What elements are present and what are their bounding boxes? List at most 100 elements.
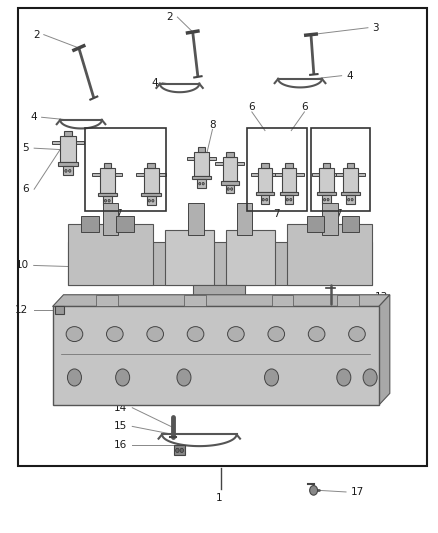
Text: 15: 15 xyxy=(114,422,127,431)
Circle shape xyxy=(227,188,229,190)
Circle shape xyxy=(266,198,268,201)
Bar xyxy=(147,196,155,205)
Bar xyxy=(336,173,343,175)
Bar xyxy=(198,147,205,152)
Bar xyxy=(76,141,84,144)
Circle shape xyxy=(348,198,350,201)
Bar xyxy=(346,196,355,204)
Text: 4: 4 xyxy=(151,78,158,87)
Polygon shape xyxy=(53,295,390,306)
Ellipse shape xyxy=(187,327,204,342)
Bar xyxy=(347,163,354,168)
Bar xyxy=(174,445,185,455)
Bar xyxy=(96,295,118,306)
Bar xyxy=(337,295,359,306)
Bar xyxy=(103,196,112,205)
Bar xyxy=(81,216,99,232)
Bar xyxy=(237,162,244,165)
Bar xyxy=(57,162,78,166)
Bar xyxy=(307,216,324,232)
Ellipse shape xyxy=(228,327,244,342)
Bar xyxy=(92,173,100,176)
Bar xyxy=(192,176,211,180)
Bar xyxy=(103,163,111,168)
Bar xyxy=(144,168,159,192)
Bar xyxy=(334,173,341,175)
Text: 14: 14 xyxy=(114,403,127,413)
Bar xyxy=(165,230,214,285)
Polygon shape xyxy=(379,295,390,405)
Circle shape xyxy=(327,198,329,201)
Bar xyxy=(209,157,216,159)
Ellipse shape xyxy=(268,327,285,342)
Text: 16: 16 xyxy=(114,440,127,450)
Bar xyxy=(287,224,372,285)
Bar xyxy=(159,173,166,176)
Circle shape xyxy=(199,182,201,185)
Bar xyxy=(215,162,223,165)
Bar xyxy=(286,163,293,168)
Circle shape xyxy=(286,198,288,201)
Text: 8: 8 xyxy=(209,120,216,130)
Bar xyxy=(187,157,194,159)
Text: 6: 6 xyxy=(22,184,28,194)
Circle shape xyxy=(363,369,377,386)
Circle shape xyxy=(337,369,351,386)
Bar xyxy=(100,168,115,192)
Bar xyxy=(312,173,319,175)
Ellipse shape xyxy=(106,327,123,342)
Bar xyxy=(280,192,298,196)
Bar xyxy=(323,163,330,168)
Bar xyxy=(247,128,307,211)
Bar xyxy=(136,173,144,176)
Bar xyxy=(285,196,293,204)
Circle shape xyxy=(290,198,292,201)
Bar xyxy=(311,128,370,211)
Bar xyxy=(188,203,204,235)
Circle shape xyxy=(324,198,325,201)
Text: 3: 3 xyxy=(372,23,379,33)
Text: 1: 1 xyxy=(215,494,223,503)
Circle shape xyxy=(108,199,110,202)
Text: 6: 6 xyxy=(301,102,308,111)
Circle shape xyxy=(231,188,233,190)
Bar xyxy=(116,216,134,232)
Text: 11: 11 xyxy=(112,225,125,235)
Bar xyxy=(317,192,336,196)
Bar xyxy=(226,152,233,157)
Bar xyxy=(221,181,239,185)
Bar xyxy=(55,306,64,314)
Ellipse shape xyxy=(349,327,365,342)
Text: 2: 2 xyxy=(166,12,173,22)
Bar xyxy=(141,192,161,196)
Bar xyxy=(68,224,153,285)
Text: 2: 2 xyxy=(33,30,39,39)
Bar xyxy=(275,173,282,175)
Bar xyxy=(60,136,76,162)
Bar xyxy=(102,203,118,235)
Bar xyxy=(85,128,166,211)
Circle shape xyxy=(104,199,106,202)
Text: 6: 6 xyxy=(248,102,255,111)
Bar xyxy=(197,180,206,188)
Bar xyxy=(282,168,296,192)
Bar xyxy=(147,163,155,168)
Circle shape xyxy=(65,169,67,172)
Circle shape xyxy=(152,199,154,202)
Bar xyxy=(272,173,279,175)
Bar xyxy=(322,196,331,204)
Circle shape xyxy=(176,448,179,453)
Text: 7: 7 xyxy=(335,209,342,219)
Text: 12: 12 xyxy=(15,305,28,315)
Ellipse shape xyxy=(308,327,325,342)
Bar xyxy=(52,141,60,144)
Circle shape xyxy=(67,369,81,386)
Circle shape xyxy=(262,198,264,201)
Circle shape xyxy=(148,199,150,202)
Bar xyxy=(53,306,379,405)
Circle shape xyxy=(265,369,279,386)
Bar xyxy=(237,203,252,235)
Bar xyxy=(115,173,122,176)
Bar xyxy=(63,166,73,175)
Bar xyxy=(68,242,372,285)
